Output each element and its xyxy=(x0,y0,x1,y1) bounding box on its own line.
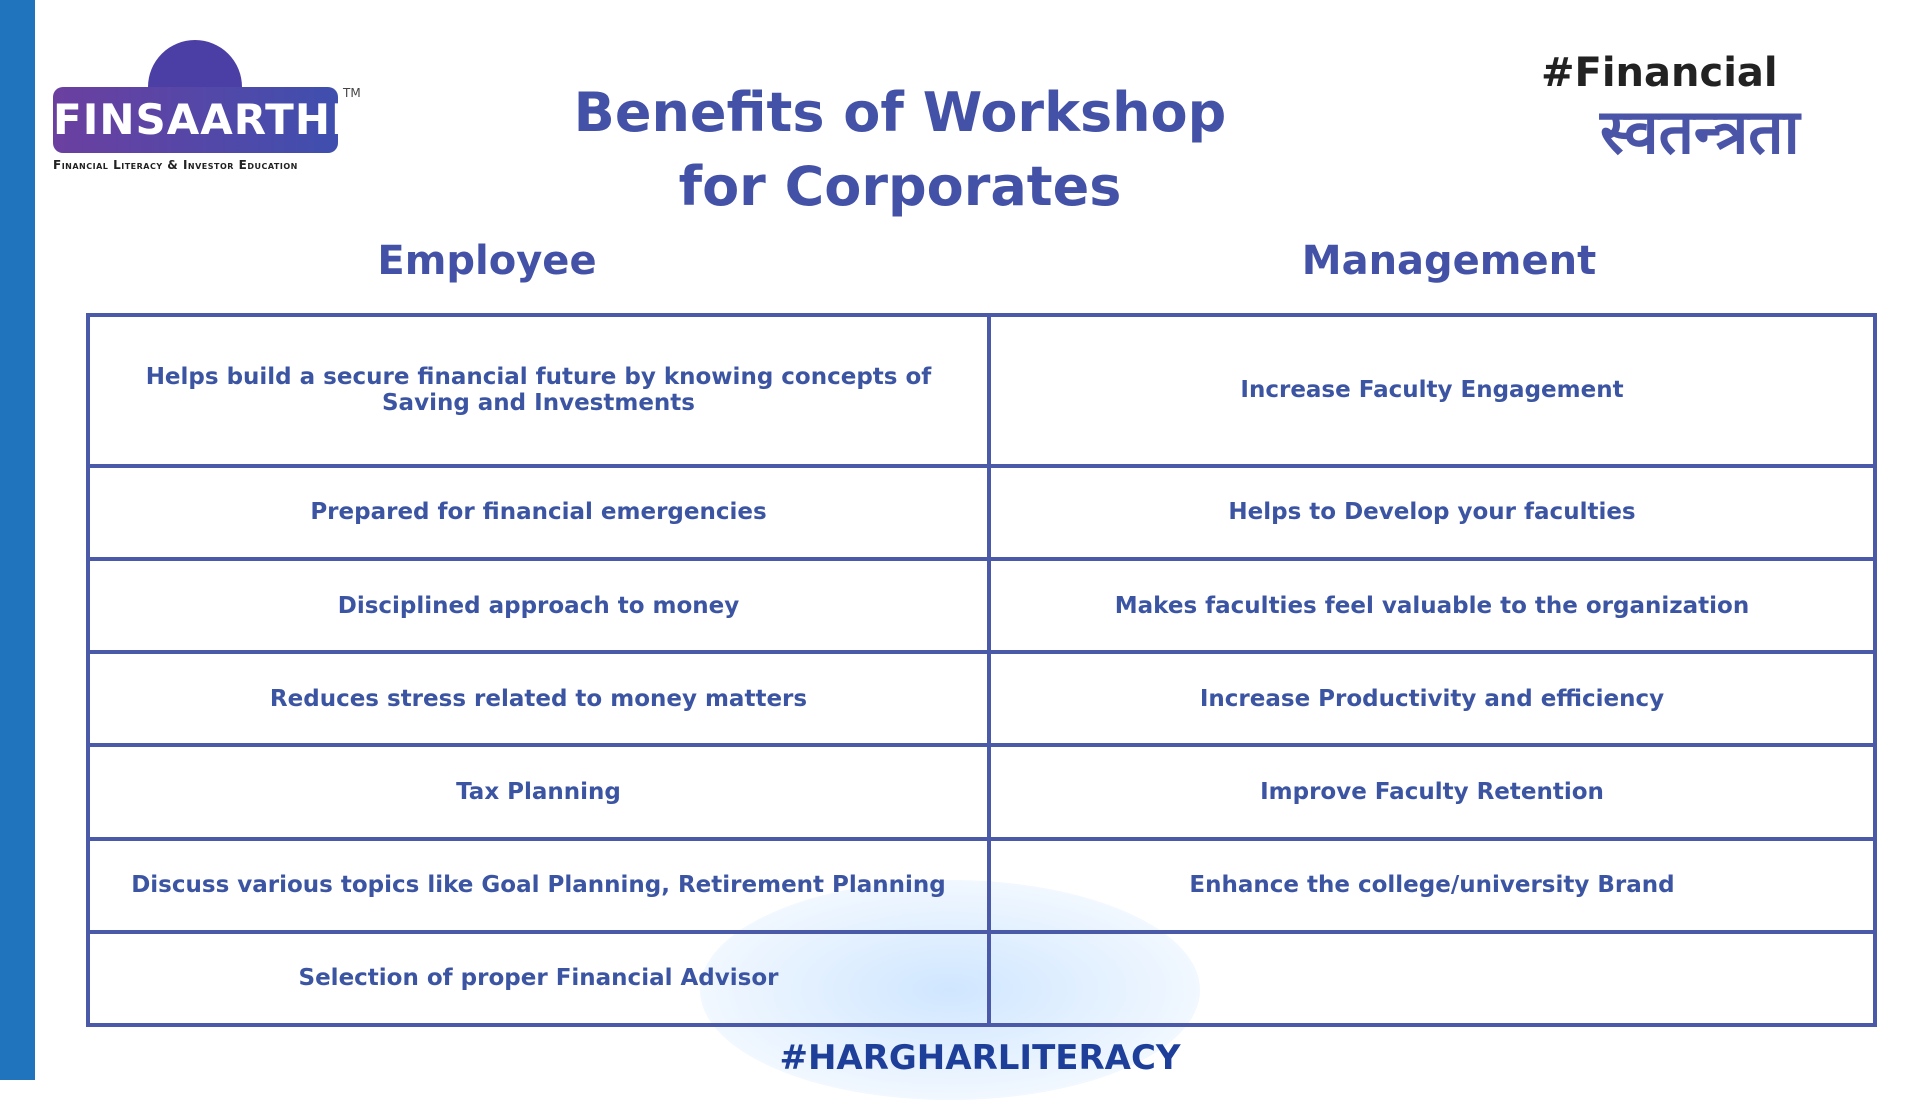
management-cell: Makes faculties feel valuable to the org… xyxy=(987,557,1877,655)
title-line: for Corporates xyxy=(678,155,1122,218)
column-header: Employee xyxy=(377,238,597,284)
management-cell: Improve Faculty Retention xyxy=(987,743,1877,841)
management-cell: Increase Faculty Engagement xyxy=(987,313,1877,468)
employee-cell: Selection of proper Financial Advisor xyxy=(86,929,991,1028)
management-cell: Enhance the college/university Brand xyxy=(987,836,1877,934)
hashtag-script: स्वतन्त्रता xyxy=(1600,95,1800,168)
footer: #HARGHARLITERACY xyxy=(779,1038,1181,1078)
table-row: Helps build a secure financial future by… xyxy=(86,313,1877,468)
employee-cell: Prepared for financial emergencies xyxy=(86,463,991,562)
table-row: Tax Planning Improve Faculty Retention xyxy=(86,743,1877,841)
employee-cell: Helps build a secure financial future by… xyxy=(86,313,991,468)
employee-cell: Reduces stress related to money matters xyxy=(86,650,991,748)
tagline: Financial Literacy & Investor Education xyxy=(53,158,298,172)
employee-cell: Disciplined approach to money xyxy=(86,557,991,655)
table-row: Discuss various topics like Goal Plannin… xyxy=(86,836,1877,934)
trademark: TM xyxy=(343,86,361,100)
management-cell: Increase Productivity and efficiency xyxy=(987,650,1877,748)
title: Benefits of Workshop for Corporates xyxy=(500,76,1300,224)
table-row: Prepared for financial emergencies Helps … xyxy=(86,463,1877,562)
hashtag: #Financial xyxy=(1541,50,1778,96)
column-header: Management xyxy=(1301,238,1597,284)
management-cell xyxy=(987,929,1877,1028)
table-row: Disciplined approach to money Makes facul… xyxy=(86,557,1877,655)
side-bar xyxy=(0,0,35,1080)
employee-cell: Tax Planning xyxy=(86,743,991,841)
table-row: Selection of proper Financial Advisor xyxy=(86,929,1877,1028)
management-cell: Helps to Develop your faculties xyxy=(987,463,1877,562)
table-row: Reduces stress related to money matters I… xyxy=(86,650,1877,748)
employee-cell: Discuss various topics like Goal Plannin… xyxy=(86,836,991,934)
logo: FINSAARTHI xyxy=(53,87,347,153)
benefits-table: Helps build a secure financial future by… xyxy=(86,313,1877,1028)
title-line: Benefits of Workshop xyxy=(573,81,1227,144)
